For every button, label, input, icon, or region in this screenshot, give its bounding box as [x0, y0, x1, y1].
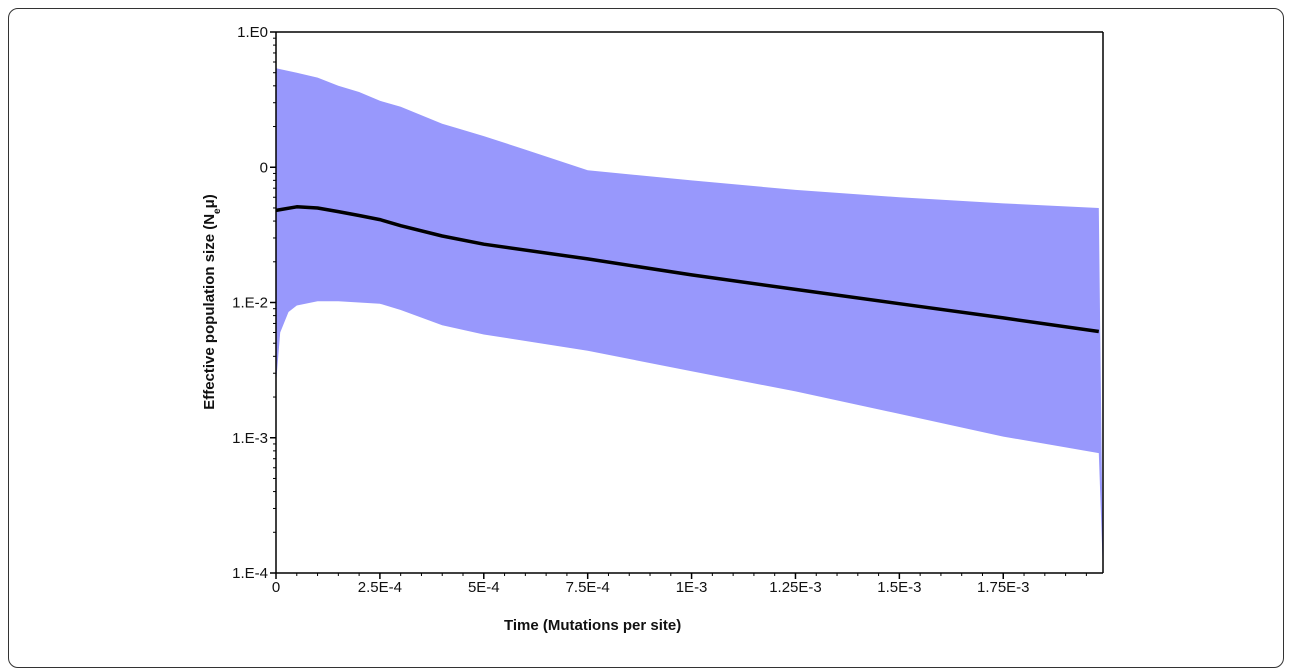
x-tick-label: 0 — [272, 579, 280, 596]
x-tick-label: 2.5E-4 — [358, 579, 402, 596]
y-tick-label: 1.E-4 — [232, 565, 268, 582]
x-tick-label: 1.5E-3 — [877, 579, 921, 596]
x-tick-label: 7.5E-4 — [566, 579, 610, 596]
x-tick-label: 5E-4 — [468, 579, 500, 596]
y-axis-title: Effective population size (Neμ) — [201, 194, 223, 410]
y-tick-label: 0 — [260, 159, 268, 176]
x-axis-title: Time (Mutations per site) — [504, 617, 681, 634]
hpd-band — [276, 68, 1103, 573]
x-tick-label: 1.75E-3 — [977, 579, 1030, 596]
y-tick-label: 1.E0 — [237, 24, 268, 41]
y-tick-label: 1.E-2 — [232, 295, 268, 312]
y-tick-label: 1.E-3 — [232, 430, 268, 447]
x-tick-label: 1E-3 — [676, 579, 708, 596]
x-tick-label: 1.25E-3 — [769, 579, 822, 596]
